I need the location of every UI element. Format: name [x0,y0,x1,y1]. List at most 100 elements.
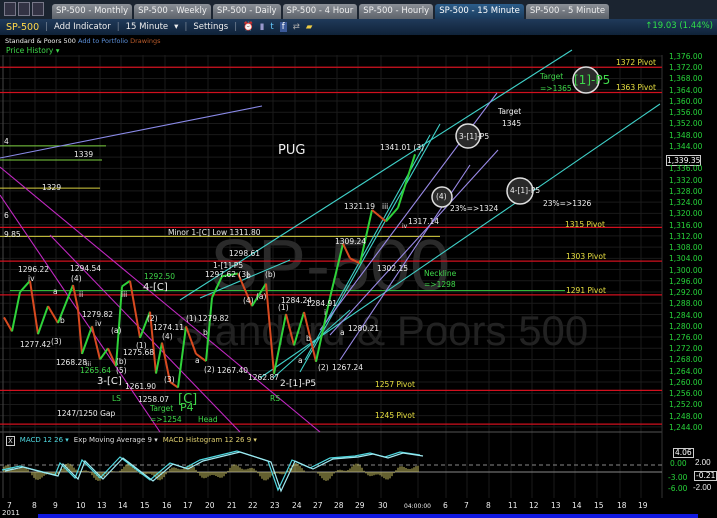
macd-label[interactable]: MACD 12 26 ▾ [19,436,69,444]
wave-annotation: b [203,328,208,337]
note-icon[interactable]: ▰ [305,22,313,32]
price-segment [129,280,141,339]
wave-annotation: [1]-P5 [574,73,611,87]
price-axis-label: 1,352.00 [669,119,703,129]
horizontal-scrollbar[interactable] [38,514,698,518]
wave-annotation: 1258.07 [138,395,170,404]
settings-button[interactable]: Settings [193,22,229,32]
layout-button[interactable] [18,2,30,16]
ema-label[interactable]: Exp Moving Average 9 ▾ [73,436,158,444]
wave-annotation: Neckline [424,269,457,278]
wave-annotation: (4) [243,296,254,305]
wave-annotation: a [195,356,200,365]
wave-annotation: Target [540,72,564,81]
layout-button[interactable] [32,2,44,16]
facebook-icon[interactable]: f [279,22,287,32]
price-segment [397,154,416,209]
interval-select[interactable]: 15 Minute [125,22,169,32]
price-segment [29,280,39,335]
price-axis-label: 1,292.00 [669,288,703,298]
layout-button[interactable] [4,2,16,16]
trend-line [49,234,241,433]
price-history-menu[interactable]: Price History ▾ [6,46,60,55]
tab-15-minute[interactable]: SP-500 - 15 Minute [435,4,524,19]
wave-annotation: 1261.90 [125,382,157,391]
share-icon[interactable]: ⇄ [292,22,300,32]
wave-annotation: 1292.50 [144,272,176,281]
wave-annotation: PUG [278,143,306,158]
wave-annotation: (2) [204,365,215,374]
price-segment [3,316,13,332]
price-axis-label: 1,376.00 [669,52,703,61]
wave-annotation: (1) [136,341,147,350]
wave-annotation: 1294.54 [70,264,102,273]
add-indicator-button[interactable]: Add Indicator [54,22,111,32]
price-segment [91,326,101,360]
price-segment [99,347,109,361]
histogram-label[interactable]: MACD Histogram 12 26 9 ▾ [162,436,257,444]
date-axis-label: 22 [248,501,258,510]
tab-4-hour[interactable]: SP-500 - 4 Hour [282,4,358,19]
price-segment [342,243,351,259]
wave-annotation: b [60,316,65,325]
trend-line [0,166,321,433]
date-axis-label: 04:00:00 [404,503,431,510]
twitter-icon[interactable]: t [270,22,274,32]
pivot-label: 1303 Pivot [566,252,606,261]
price-segment [251,283,267,307]
current-price-label: 1,339.35 [666,154,702,166]
price-axis-label: 1,256.00 [669,389,703,399]
watermark-symbol: SP-500 [210,226,450,306]
price-axis-label: 1,272.00 [669,344,703,354]
price-axis-label: 1,344.00 [669,141,703,151]
print-icon[interactable]: ▮ [259,22,265,32]
price-segment [57,284,74,324]
alarm-icon[interactable]: ⏰ [243,22,254,32]
trend-line [329,149,499,336]
wave-annotation: 1280.21 [348,324,380,333]
tab-hourly[interactable]: SP-500 - Hourly [359,4,434,19]
macd-value: 4.06 [673,448,694,458]
wave-annotation: 1-[1]-P5 [213,261,244,270]
wave-4-circle [431,186,453,208]
wave-annotation: 1268.28 [56,358,88,367]
wave-annotation: 1247/1250 Gap [57,409,116,418]
chevron-down-icon[interactable]: ▾ [174,22,179,32]
wave-annotation: LS [112,394,121,403]
wave-annotation: 1309.24 [335,237,367,246]
price-axis-label: 1,280.00 [669,321,703,331]
wave-annotation: 6 [4,211,9,220]
wave-1-p5-circle [572,66,600,94]
price-segment [155,342,163,374]
close-icon[interactable]: X [6,436,15,446]
price-segment [149,311,157,374]
symbol[interactable]: SP-500 [6,21,40,33]
tab-weekly[interactable]: SP-500 - Weekly [134,4,211,19]
price-segment [329,243,344,298]
date-axis-label: 13 [551,501,561,510]
wave-annotation: 1296.22 [18,265,50,274]
date-axis-label: 15 [594,501,604,510]
date-axis-label: 30 [378,501,388,510]
add-to-portfolio-link[interactable]: Add to Portfolio [78,37,129,45]
wave-annotation: (4) [71,274,82,283]
price-segment [169,381,179,389]
wave-annotation: iii [121,290,128,299]
price-segment [107,347,117,367]
price-axis-label: 1,324.00 [669,198,703,208]
date-axis-label: 18 [617,501,627,510]
price-segment [221,272,239,278]
price-segment [195,353,207,362]
tab-daily[interactable]: SP-500 - Daily [212,4,281,19]
price-axis-label: 1,312.00 [669,231,703,241]
price-axis-label: 1,264.00 [669,366,703,376]
drawings-link[interactable]: Drawings [130,37,161,45]
wave-annotation: 1345 [502,119,522,128]
tab-5-minute[interactable]: SP-500 - 5 Minute [525,4,610,19]
wave-annotation: 1279.82 [82,310,114,319]
tab-monthly[interactable]: SP-500 - Monthly [52,4,133,19]
wave-annotation: 9.85 [4,230,21,239]
price-axis-label: 1,252.00 [669,400,703,410]
wave-annotation: 23%=>1326 [543,199,592,208]
